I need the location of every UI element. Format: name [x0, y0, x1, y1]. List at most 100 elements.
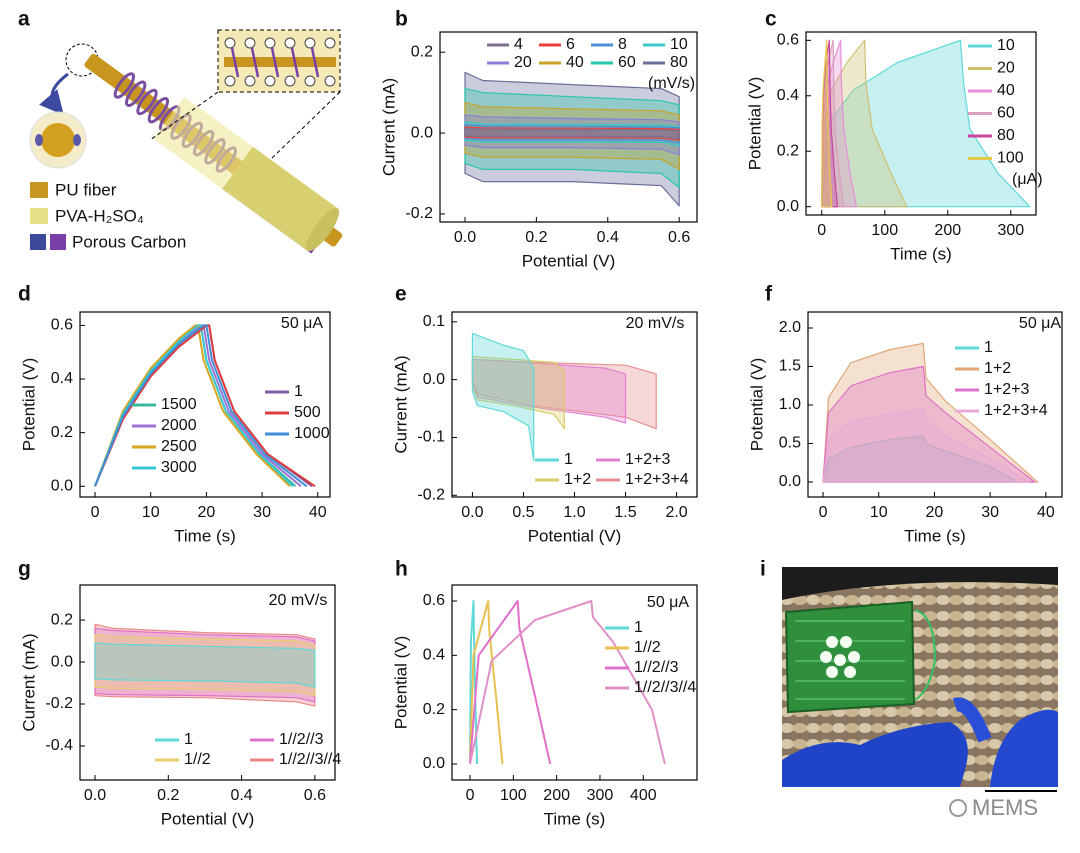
- photo-image: [795, 698, 905, 700]
- plot-frame: [451, 584, 698, 781]
- chart: b 0.0 0.2 0.4 0.6 -0.2 0.0 0.2 Potential (V) Curr…: [379, 8, 698, 270]
- x-tick-label: 0: [819, 504, 828, 521]
- x-tick-label: 0.0: [454, 229, 476, 246]
- x-tick-label: 100: [500, 787, 527, 804]
- fiber: [305, 207, 340, 252]
- series-area: [821, 39, 1031, 208]
- inset-structure: [224, 37, 336, 87]
- legend-label: 1+2+3: [984, 381, 1029, 398]
- legend-label: 1: [634, 619, 643, 636]
- y-tick-label: 2.0: [779, 319, 801, 336]
- fiber: [136, 88, 158, 116]
- legend-label: 40: [566, 54, 584, 71]
- y-tick-label: 0.0: [51, 477, 73, 494]
- annotation: 50 μA: [647, 594, 689, 611]
- y-tick-label: -0.4: [45, 737, 73, 754]
- y-tick-label: -0.2: [45, 695, 73, 712]
- legend-label: 1+2: [984, 360, 1011, 377]
- panel-label: d: [18, 283, 31, 306]
- legend-label: 1//2: [184, 751, 211, 768]
- x-tick-label: 10: [142, 504, 160, 521]
- inset-structure: [304, 37, 316, 49]
- x-tick-label: 20: [197, 504, 215, 521]
- legend-label: 100: [997, 150, 1024, 167]
- legend-label: 80: [997, 127, 1015, 144]
- x-tick-label: 0.6: [668, 229, 690, 246]
- chart: f 0 10 20 30 40 0.0 0.5 1.0 1.5 2.0 Time (s) Potenti…: [747, 283, 1063, 545]
- legend-label: 2500: [161, 438, 197, 455]
- legend-label: 80: [670, 54, 688, 71]
- y-axis-label: Current (mA): [391, 355, 410, 453]
- legend-swatch: [30, 234, 46, 250]
- panel-label: f: [765, 283, 773, 306]
- legend-label: 8: [618, 36, 627, 53]
- fiber: [125, 80, 147, 107]
- x-tick-label: 200: [543, 787, 570, 804]
- y-tick-label: 0.2: [777, 142, 799, 159]
- panel-label: c: [765, 8, 777, 31]
- series-line: [94, 324, 316, 488]
- fiber: [113, 72, 136, 99]
- series-area: [822, 342, 1039, 483]
- legend-label: 10: [670, 36, 688, 53]
- x-tick-label: 0: [817, 222, 826, 239]
- annotation: 50 μA: [281, 315, 323, 332]
- x-axis-label: Potential (V): [522, 251, 616, 270]
- photo-image: [795, 680, 905, 682]
- x-axis-label: Time (s): [174, 526, 236, 545]
- series-line: [469, 600, 504, 765]
- y-axis-label: Potential (V): [19, 358, 38, 452]
- zoom-line: [269, 91, 341, 161]
- inset-structure: [230, 47, 320, 78]
- series-area: [822, 408, 1030, 483]
- inset-structure: [224, 57, 336, 67]
- x-tick-label: 30: [253, 504, 271, 521]
- x-tick-label: 0: [466, 787, 475, 804]
- panel-label: i: [760, 558, 766, 581]
- fiber: [222, 146, 338, 251]
- panel-label: b: [395, 8, 408, 31]
- y-tick-label: -0.2: [417, 486, 445, 503]
- plot-frame: [805, 31, 1037, 216]
- photo-image: [840, 636, 852, 648]
- photo: i MEMS: [760, 558, 1058, 820]
- y-tick-label: 0.0: [779, 473, 801, 490]
- legend-label: 1//2//3//4: [634, 679, 696, 696]
- inset-structure: [304, 75, 316, 87]
- panel-label: a: [18, 8, 30, 31]
- series-area: [822, 365, 1036, 483]
- y-tick-label: 0.5: [779, 435, 801, 452]
- legend-label: 20: [997, 60, 1015, 77]
- x-tick-label: 300: [587, 787, 614, 804]
- photo-image: [952, 697, 992, 743]
- photo-image: [782, 722, 968, 787]
- y-axis-label: Potential (V): [745, 77, 764, 171]
- inset-structure: [324, 37, 336, 49]
- y-tick-label: 0.2: [51, 611, 73, 628]
- x-tick-label: 0.4: [230, 787, 252, 804]
- x-tick-label: 40: [1037, 504, 1055, 521]
- fiber: [84, 53, 343, 254]
- x-axis-label: Time (s): [904, 526, 966, 545]
- panel-label: g: [18, 558, 31, 581]
- photo-image: [844, 666, 856, 678]
- photo-image: [795, 620, 905, 622]
- series-line: [94, 324, 294, 488]
- legend-swatch: [50, 234, 66, 250]
- diagram: a: [18, 8, 343, 254]
- inset-structure: [264, 37, 276, 49]
- inset-structure: [290, 47, 300, 78]
- y-tick-label: 0.0: [51, 653, 73, 670]
- legend-label: 1+2+3: [625, 451, 670, 468]
- x-tick-label: 0.0: [84, 787, 106, 804]
- legend-label: 500: [294, 404, 321, 421]
- y-tick-label: 0.1: [423, 313, 445, 330]
- y-tick-label: 0.4: [423, 647, 445, 664]
- photo-image: [782, 567, 1058, 787]
- panel-label: e: [395, 283, 407, 306]
- inset-structure: [264, 75, 276, 87]
- inset-structure: [224, 75, 236, 87]
- legend-label: PU fiber: [55, 180, 117, 199]
- y-tick-label: -0.1: [417, 429, 445, 446]
- x-tick-label: 30: [981, 504, 999, 521]
